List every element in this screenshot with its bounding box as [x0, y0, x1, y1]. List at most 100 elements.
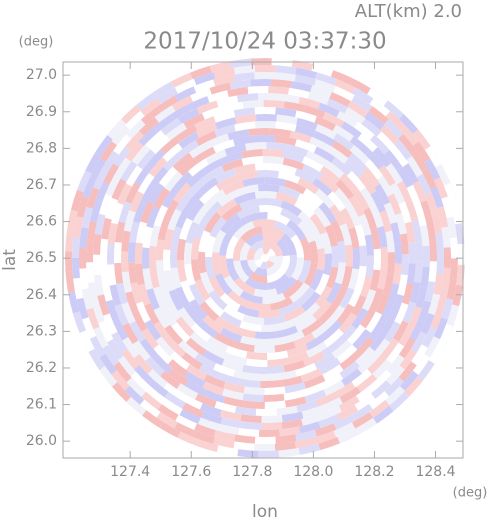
echo-cell [213, 110, 236, 123]
echo-cell [142, 247, 150, 269]
echo-cell [121, 302, 136, 325]
echo-cell [341, 59, 363, 74]
echo-cell [262, 149, 284, 158]
echo-cell [107, 338, 124, 360]
echo-cell [317, 102, 340, 118]
echo-cell [358, 214, 372, 236]
echo-cell [286, 144, 309, 157]
echo-cell [469, 271, 478, 292]
echo-cell [312, 300, 332, 321]
echo-cell [158, 166, 178, 187]
echo-cell [401, 254, 409, 276]
echo-cell [189, 141, 211, 159]
echo-cell [166, 337, 186, 358]
echo-cell [261, 226, 286, 239]
echo-cell [174, 422, 196, 438]
echo-cell [122, 322, 139, 345]
echo-cell [369, 330, 388, 352]
echo-cell [369, 269, 381, 292]
echo-cell [147, 369, 168, 389]
echo-cell [198, 363, 221, 380]
echo-cell [367, 354, 387, 375]
echo-cell [171, 95, 194, 112]
echo-cell [389, 182, 406, 205]
echo-cell [409, 281, 422, 304]
echo-cell [199, 403, 222, 417]
echo-cell [321, 339, 343, 358]
echo-cell [199, 301, 219, 322]
echo-cell [224, 143, 247, 156]
echo-cell [100, 106, 120, 126]
echo-cell [441, 196, 454, 219]
echo-cell [425, 220, 437, 242]
echo-cell [351, 412, 374, 429]
echo-cell [181, 352, 203, 370]
echo-cell [176, 238, 187, 261]
echo-cell [178, 340, 199, 359]
echo-cell [155, 336, 175, 357]
echo-cell [65, 251, 73, 273]
echo-cell [93, 274, 105, 296]
echo-cell [268, 86, 290, 95]
echo-cell [213, 363, 236, 377]
echo-cell [153, 344, 173, 365]
echo-cell [204, 211, 222, 234]
echo-cell [223, 396, 245, 408]
echo-cell [65, 271, 75, 293]
echo-cell [441, 226, 451, 248]
echo-cell [287, 351, 309, 365]
echo-cell [236, 93, 259, 103]
echo-cell [144, 303, 160, 326]
echo-cell [111, 370, 130, 391]
echo-cell [275, 325, 299, 339]
echo-cell [295, 124, 317, 138]
echo-cell [284, 179, 307, 195]
echo-cell [212, 139, 235, 153]
echo-cell [325, 266, 339, 289]
echo-cell [81, 288, 94, 310]
echo-cell [175, 286, 191, 309]
echo-cell [233, 340, 255, 353]
echo-cell [238, 378, 261, 388]
echo-cell [298, 96, 321, 110]
echo-cell [193, 217, 209, 240]
echo-cell [99, 140, 118, 162]
echo-cell [314, 72, 337, 86]
chart-title: 2017/10/24 03:37:30 [143, 29, 386, 55]
echo-cell [465, 291, 476, 312]
echo-cell [214, 401, 237, 414]
echo-cell [135, 301, 151, 324]
echo-cell [240, 226, 263, 243]
echo-cell [370, 190, 386, 213]
echo-cell [371, 338, 391, 360]
echo-cell [309, 136, 332, 153]
echo-cell [117, 183, 132, 205]
echo-cell [450, 202, 462, 225]
echo-cell [254, 373, 276, 381]
echo-cell [107, 222, 118, 245]
echo-cell [255, 247, 264, 257]
echo-cell [203, 389, 226, 404]
echo-cell [307, 91, 330, 105]
echo-cell [270, 79, 292, 88]
echo-cell [184, 371, 206, 388]
echo-cell [247, 247, 257, 261]
echo-cell [180, 393, 203, 410]
echo-cell [65, 193, 68, 215]
echo-cell [192, 203, 211, 225]
echo-cell [107, 243, 115, 265]
echo-cell [434, 135, 452, 156]
echo-cell [377, 78, 398, 96]
echo-cell [352, 247, 360, 270]
echo-cell [167, 359, 189, 378]
echo-cell [175, 316, 195, 337]
echo-cell [139, 117, 159, 136]
echo-cell [254, 134, 276, 143]
echo-cell [304, 389, 327, 404]
echo-cell [209, 216, 227, 238]
echo-cell [195, 130, 217, 147]
echo-cell [129, 79, 151, 98]
echo-cell [190, 323, 211, 342]
echo-cell [242, 177, 265, 187]
echo-cell [385, 386, 405, 406]
